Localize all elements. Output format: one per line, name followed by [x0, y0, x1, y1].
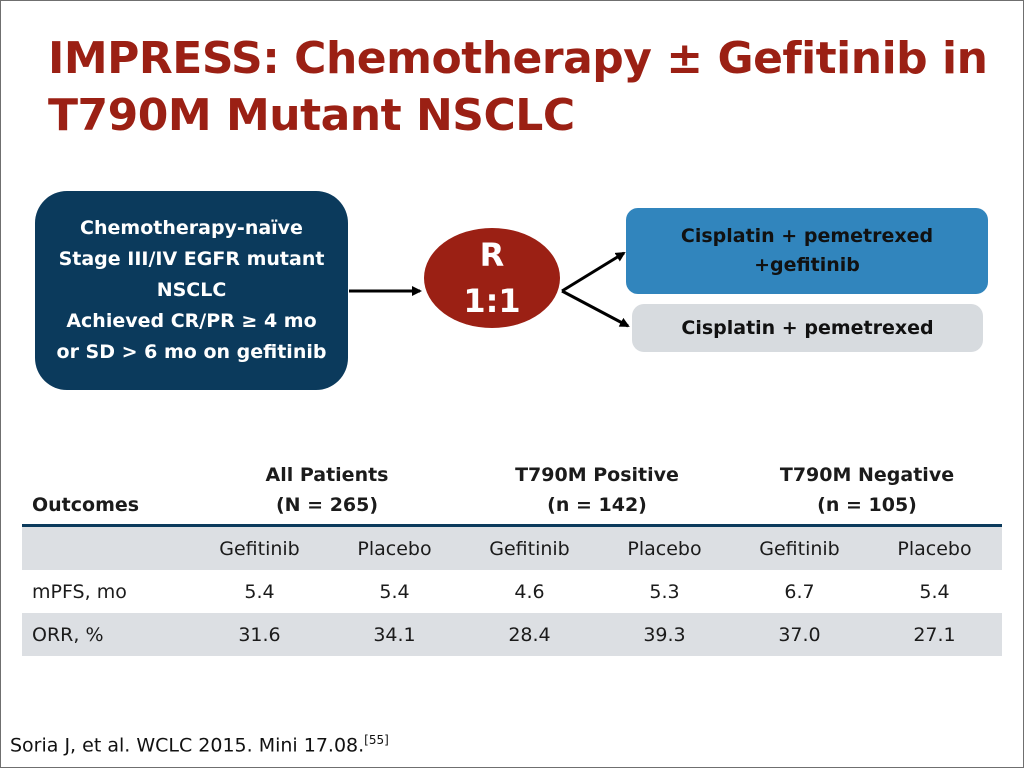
eligibility-line: Chemotherapy-naïve — [80, 217, 303, 239]
citation: Soria J, et al. WCLC 2015. Mini 17.08.[5… — [10, 733, 389, 756]
group-n: (n = 105) — [817, 494, 917, 516]
group-n: (N = 265) — [275, 494, 379, 516]
table-cell: 28.4 — [462, 613, 597, 656]
arm-gefitinib-box: Cisplatin + pemetrexed +gefitinib — [626, 208, 988, 294]
table-cell: 37.0 — [732, 613, 867, 656]
table-cell: 31.6 — [192, 613, 327, 656]
slide-title: IMPRESS: Chemotherapy ± Gefitinib in T79… — [48, 30, 1008, 144]
eligibility-line: Stage III/IV EGFR mutant — [58, 248, 325, 270]
table-cell: Placebo — [597, 525, 732, 570]
eligibility-line: Achieved CR/PR ≥ 4 mo — [66, 310, 317, 332]
table-cell — [22, 525, 192, 570]
table-cell: Gefitinib — [732, 525, 867, 570]
table-group-header-row: Outcomes All Patients (N = 265) T790M Po… — [22, 454, 1002, 526]
title-line-1: IMPRESS: Chemotherapy ± Gefitinib in — [48, 33, 988, 84]
group-header-t790m-negative: T790M Negative (n = 105) — [732, 454, 1002, 526]
table-cell: 4.6 — [462, 570, 597, 613]
arm-line: +gefitinib — [754, 254, 860, 276]
table-cell: 5.4 — [192, 570, 327, 613]
arm-line: Cisplatin + pemetrexed — [680, 225, 934, 247]
table-row: ORR, % 31.6 34.1 28.4 39.3 37.0 27.1 — [22, 613, 1002, 656]
group-name: T790M Positive — [515, 464, 679, 486]
eligibility-box: Chemotherapy-naïve Stage III/IV EGFR mut… — [35, 191, 348, 390]
group-name: T790M Negative — [779, 464, 955, 486]
table-cell: Gefitinib — [462, 525, 597, 570]
group-n: (n = 142) — [547, 494, 647, 516]
table-corner-header: Outcomes — [32, 494, 140, 516]
title-line-2: T790M Mutant NSCLC — [48, 90, 575, 141]
table-row: mPFS, mo 5.4 5.4 4.6 5.3 6.7 5.4 — [22, 570, 1002, 613]
table-cell: 27.1 — [867, 613, 1002, 656]
table-cell: 5.3 — [597, 570, 732, 613]
group-name: All Patients — [265, 464, 389, 486]
table-cell: 39.3 — [597, 613, 732, 656]
randomization-ratio: 1:1 — [463, 282, 521, 320]
eligibility-line: NSCLC — [156, 279, 227, 301]
citation-text: Soria J, et al. WCLC 2015. Mini 17.08. — [10, 734, 365, 757]
randomization-circle: R 1:1 — [424, 228, 560, 328]
table-cell: 5.4 — [867, 570, 1002, 613]
table-cell: 5.4 — [327, 570, 462, 613]
group-header-t790m-positive: T790M Positive (n = 142) — [462, 454, 732, 526]
table-row-label: ORR, % — [22, 613, 192, 656]
randomization-letter: R — [479, 236, 505, 274]
table-cell: 6.7 — [732, 570, 867, 613]
table-row-label: mPFS, mo — [22, 570, 192, 613]
table-cell: Placebo — [867, 525, 1002, 570]
eligibility-line: or SD > 6 mo on gefitinib — [56, 341, 327, 363]
citation-ref: [55] — [364, 733, 389, 747]
table-cell: 34.1 — [327, 613, 462, 656]
group-header-all-patients: All Patients (N = 265) — [192, 454, 462, 526]
outcomes-table: Outcomes All Patients (N = 265) T790M Po… — [22, 454, 1002, 656]
arm-placebo-box: Cisplatin + pemetrexed — [632, 304, 983, 352]
table-cell: Placebo — [327, 525, 462, 570]
table-cell: Gefitinib — [192, 525, 327, 570]
arm-line: Cisplatin + pemetrexed — [681, 316, 934, 339]
table-subheader-row: Gefitinib Placebo Gefitinib Placebo Gefi… — [22, 525, 1002, 570]
